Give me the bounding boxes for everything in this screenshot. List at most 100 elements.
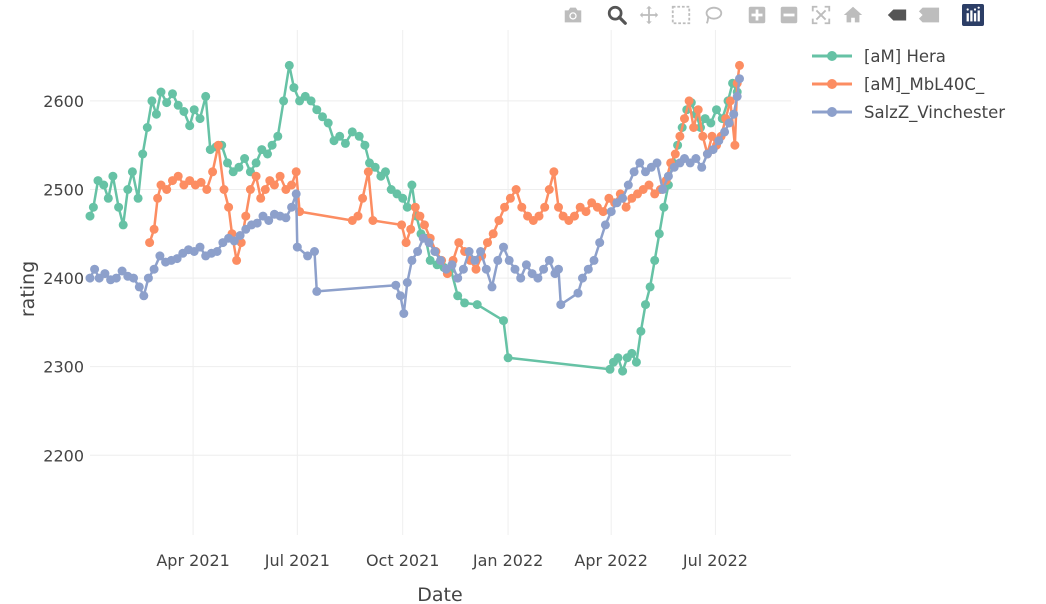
data-point[interactable]: [494, 216, 504, 225]
data-point[interactable]: [143, 273, 153, 283]
data-point[interactable]: [260, 185, 270, 194]
data-point[interactable]: [347, 127, 357, 137]
data-point[interactable]: [292, 242, 302, 252]
data-point[interactable]: [381, 167, 390, 177]
data-point[interactable]: [644, 180, 654, 190]
data-point[interactable]: [544, 255, 554, 265]
data-point[interactable]: [275, 171, 285, 181]
data-point[interactable]: [689, 123, 699, 132]
data-point[interactable]: [256, 193, 266, 203]
data-point[interactable]: [251, 158, 261, 168]
data-point[interactable]: [224, 202, 234, 212]
box-select-icon[interactable]: [668, 2, 694, 28]
data-point[interactable]: [151, 109, 161, 119]
data-point[interactable]: [287, 202, 297, 212]
data-point[interactable]: [595, 238, 605, 248]
data-point[interactable]: [517, 202, 527, 212]
data-point[interactable]: [430, 247, 440, 256]
data-point[interactable]: [663, 171, 673, 181]
zoom-in-icon[interactable]: [744, 2, 770, 28]
data-point[interactable]: [360, 140, 370, 150]
data-point[interactable]: [521, 260, 531, 270]
lasso-select-icon[interactable]: [700, 2, 726, 28]
data-point[interactable]: [670, 149, 680, 159]
data-point[interactable]: [219, 185, 229, 194]
data-point[interactable]: [358, 193, 368, 203]
data-point[interactable]: [707, 131, 717, 141]
data-point[interactable]: [589, 255, 599, 265]
data-point[interactable]: [134, 282, 144, 292]
data-point[interactable]: [213, 140, 223, 150]
data-point[interactable]: [402, 202, 412, 212]
data-point[interactable]: [618, 193, 628, 203]
data-point[interactable]: [127, 167, 137, 177]
data-point[interactable]: [147, 96, 157, 106]
data-point[interactable]: [340, 138, 350, 148]
data-point[interactable]: [406, 224, 416, 234]
data-point[interactable]: [269, 180, 279, 190]
data-point[interactable]: [310, 247, 319, 256]
data-point[interactable]: [488, 229, 498, 239]
data-point[interactable]: [476, 247, 486, 256]
camera-icon[interactable]: [560, 2, 586, 28]
data-point[interactable]: [312, 105, 322, 115]
data-point[interactable]: [395, 291, 405, 301]
data-point[interactable]: [241, 211, 251, 221]
data-point[interactable]: [179, 107, 189, 116]
data-point[interactable]: [549, 167, 559, 177]
data-point[interactable]: [581, 207, 591, 217]
data-point[interactable]: [697, 162, 707, 172]
pan-icon[interactable]: [636, 2, 662, 28]
data-point[interactable]: [554, 202, 563, 212]
data-point[interactable]: [391, 280, 401, 290]
data-point[interactable]: [650, 255, 660, 265]
data-point[interactable]: [85, 211, 95, 221]
data-point[interactable]: [706, 118, 716, 128]
data-point[interactable]: [483, 238, 492, 248]
data-point[interactable]: [693, 105, 703, 115]
data-point[interactable]: [185, 121, 195, 131]
data-point[interactable]: [470, 255, 480, 265]
data-point[interactable]: [397, 220, 407, 230]
data-point[interactable]: [279, 96, 289, 106]
data-point[interactable]: [201, 91, 211, 101]
data-point[interactable]: [464, 247, 474, 256]
data-point[interactable]: [162, 98, 172, 108]
data-point[interactable]: [111, 273, 121, 283]
data-point[interactable]: [730, 140, 740, 150]
data-point[interactable]: [460, 298, 470, 308]
data-point[interactable]: [658, 185, 668, 194]
data-point[interactable]: [208, 167, 218, 177]
data-point[interactable]: [516, 273, 526, 283]
data-point[interactable]: [652, 158, 662, 168]
data-point[interactable]: [415, 211, 425, 221]
data-point[interactable]: [99, 180, 109, 190]
data-point[interactable]: [645, 282, 655, 292]
data-point[interactable]: [554, 264, 563, 274]
data-point[interactable]: [447, 260, 457, 270]
data-point[interactable]: [573, 288, 583, 298]
data-point[interactable]: [712, 105, 721, 115]
data-point[interactable]: [103, 193, 113, 203]
data-point[interactable]: [168, 89, 177, 99]
series-2[interactable]: [85, 74, 745, 318]
data-point[interactable]: [735, 74, 744, 84]
data-point[interactable]: [251, 171, 261, 181]
data-point[interactable]: [118, 220, 128, 230]
data-point[interactable]: [90, 264, 100, 274]
data-point[interactable]: [732, 91, 742, 101]
data-point[interactable]: [114, 202, 124, 212]
data-point[interactable]: [264, 216, 274, 225]
data-point[interactable]: [399, 309, 409, 318]
spike-lines-icon[interactable]: [884, 2, 910, 28]
data-point[interactable]: [698, 131, 708, 141]
data-point[interactable]: [129, 273, 138, 283]
data-point[interactable]: [453, 273, 463, 283]
data-point[interactable]: [263, 149, 272, 159]
data-point[interactable]: [117, 266, 127, 276]
data-point[interactable]: [675, 131, 685, 141]
data-point[interactable]: [235, 231, 245, 240]
data-point[interactable]: [240, 154, 250, 163]
data-point[interactable]: [605, 364, 615, 374]
data-point[interactable]: [281, 213, 291, 223]
